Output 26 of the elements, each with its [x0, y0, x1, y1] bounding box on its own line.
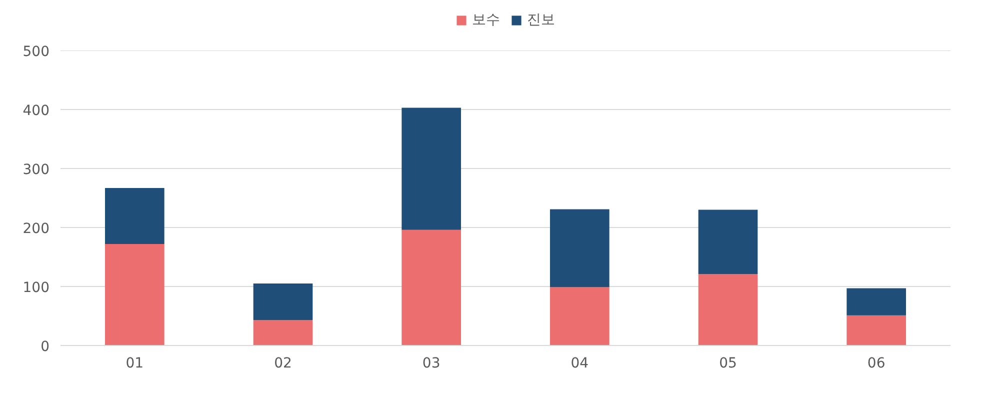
- y-tick-label: 200: [22, 221, 50, 237]
- bar: [698, 210, 758, 274]
- legend-label: 보수: [472, 11, 500, 29]
- x-tick-label: 05: [719, 356, 737, 372]
- y-tick-label: 500: [22, 44, 50, 60]
- bar: [550, 209, 610, 288]
- bar: [550, 287, 610, 346]
- bar: [402, 108, 461, 230]
- bar: [253, 284, 313, 320]
- x-tick-label: 04: [570, 356, 589, 372]
- bar: [253, 320, 313, 346]
- x-tick-label: 06: [867, 356, 886, 372]
- y-tick-label: 300: [22, 162, 50, 178]
- x-tick-label: 02: [274, 356, 292, 372]
- y-tick-label: 400: [22, 103, 50, 119]
- bar: [105, 188, 164, 244]
- bar: [105, 244, 164, 346]
- bar: [846, 315, 906, 346]
- bar: [846, 288, 906, 316]
- x-tick-label: 03: [422, 356, 440, 372]
- y-tick-label: 100: [22, 280, 50, 296]
- bar: [698, 274, 758, 346]
- legend-label: 진보: [527, 11, 555, 29]
- x-tick-label: 01: [126, 356, 144, 372]
- y-tick-label: 0: [40, 339, 50, 355]
- bar: [402, 230, 461, 346]
